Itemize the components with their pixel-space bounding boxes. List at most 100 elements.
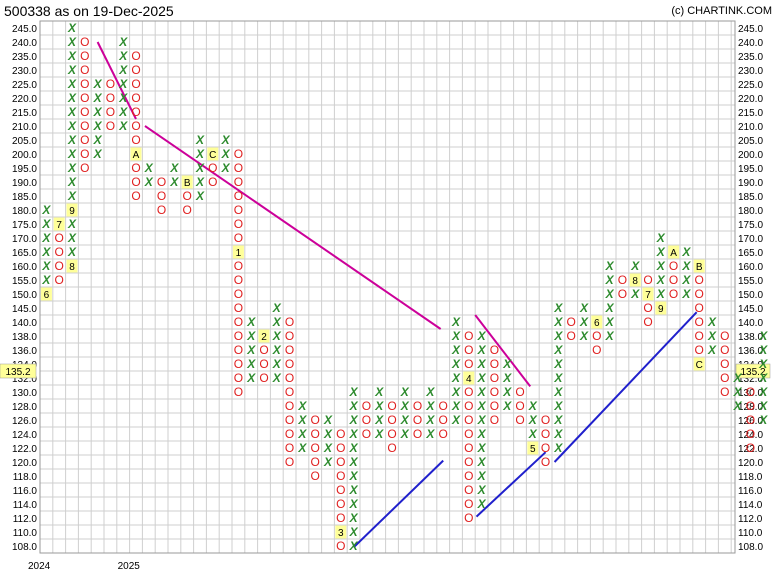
- y-tick-label-right: 245.0: [738, 24, 763, 35]
- x-box-mark: X: [477, 385, 487, 399]
- x-box-mark: X: [605, 259, 615, 273]
- y-tick-label-right: 130.0: [738, 388, 763, 399]
- month-marker-box: [693, 259, 705, 273]
- o-box-mark: O: [669, 259, 678, 273]
- y-tick-label-right: 160.0: [738, 262, 763, 273]
- o-box-mark: O: [720, 357, 729, 371]
- o-box-mark: O: [464, 399, 473, 413]
- x-box-mark: X: [195, 133, 205, 147]
- x-box-mark: X: [656, 259, 666, 273]
- o-box-mark: O: [131, 91, 140, 105]
- x-box-mark: X: [349, 385, 359, 399]
- o-box-mark: O: [106, 105, 115, 119]
- x-box-mark: X: [605, 273, 615, 287]
- last-price-box-right: [735, 363, 771, 379]
- x-box-mark: X: [41, 231, 51, 245]
- month-marker-box: [527, 441, 539, 455]
- month-marker-box: [66, 259, 78, 273]
- y-tick-label-left: 205.0: [12, 136, 37, 147]
- month-marker-box: [335, 525, 347, 539]
- x-box-mark: X: [67, 35, 77, 49]
- o-box-mark: O: [131, 175, 140, 189]
- o-box-mark: O: [80, 35, 89, 49]
- y-tick-label-left: 114.0: [13, 500, 38, 511]
- x-box-mark: X: [118, 63, 128, 77]
- o-box-mark: O: [336, 427, 345, 441]
- o-box-mark: O: [234, 371, 243, 385]
- o-box-mark: O: [746, 385, 755, 399]
- o-box-mark: O: [746, 441, 755, 455]
- x-box-mark: X: [707, 329, 717, 343]
- y-tick-label-right: 220.0: [738, 94, 763, 105]
- x-box-mark: X: [246, 343, 256, 357]
- x-box-mark: X: [349, 539, 359, 553]
- x-box-mark: X: [272, 343, 282, 357]
- x-box-mark: X: [451, 343, 461, 357]
- y-tick-label-right: 180.0: [738, 206, 763, 217]
- o-box-mark: O: [336, 511, 345, 525]
- o-box-mark: O: [234, 385, 243, 399]
- o-box-mark: O: [106, 119, 115, 133]
- month-marker-box: [642, 287, 654, 301]
- month-marker-box: [181, 175, 193, 189]
- o-box-mark: O: [362, 413, 371, 427]
- x-box-mark: X: [758, 357, 768, 371]
- o-box-mark: O: [387, 413, 396, 427]
- y-tick-label-left: 138.0: [12, 332, 37, 343]
- y-tick-label-right: 112.0: [738, 514, 763, 525]
- month-marker: 2: [261, 332, 267, 343]
- y-tick-label-left: 180.0: [12, 206, 37, 217]
- month-marker-box: [258, 329, 270, 343]
- o-box-mark: O: [490, 371, 499, 385]
- month-marker: 8: [69, 262, 75, 273]
- support-trendline: [553, 311, 698, 463]
- o-box-mark: O: [720, 371, 729, 385]
- x-box-mark: X: [93, 147, 103, 161]
- o-box-mark: O: [131, 189, 140, 203]
- o-box-mark: O: [234, 315, 243, 329]
- x-box-mark: X: [118, 91, 128, 105]
- x-box-mark: X: [502, 371, 512, 385]
- x-box-mark: X: [118, 49, 128, 63]
- o-box-mark: O: [336, 469, 345, 483]
- o-box-mark: O: [439, 427, 448, 441]
- o-box-mark: O: [157, 189, 166, 203]
- x-box-mark: X: [707, 343, 717, 357]
- o-box-mark: O: [80, 91, 89, 105]
- x-box-mark: X: [579, 315, 589, 329]
- x-box-mark: X: [528, 427, 538, 441]
- o-box-mark: O: [464, 511, 473, 525]
- x-box-mark: X: [656, 273, 666, 287]
- x-box-mark: X: [41, 273, 51, 287]
- x-box-mark: X: [349, 399, 359, 413]
- o-box-mark: O: [285, 455, 294, 469]
- x-box-mark: X: [118, 105, 128, 119]
- plot-border: [39, 20, 736, 554]
- o-box-mark: O: [464, 343, 473, 357]
- y-tick-label-right: 225.0: [738, 80, 763, 91]
- x-box-mark: X: [553, 301, 563, 315]
- y-tick-label-left: 116.0: [13, 486, 38, 497]
- y-tick-label-right: 114.0: [738, 500, 763, 511]
- x-box-mark: X: [323, 455, 333, 469]
- y-tick-label-left: 225.0: [12, 80, 37, 91]
- o-box-mark: O: [131, 105, 140, 119]
- x-box-mark: X: [67, 161, 77, 175]
- y-tick-label-left: 128.0: [12, 402, 37, 413]
- o-box-mark: O: [413, 427, 422, 441]
- o-box-mark: O: [311, 455, 320, 469]
- chart-title: 500338 as on 19-Dec-2025: [4, 3, 174, 19]
- o-box-mark: O: [208, 175, 217, 189]
- o-box-mark: O: [80, 133, 89, 147]
- x-box-mark: X: [272, 371, 282, 385]
- y-tick-label-right: 138.0: [738, 332, 763, 343]
- o-box-mark: O: [311, 441, 320, 455]
- x-box-mark: X: [758, 399, 768, 413]
- o-box-mark: O: [106, 77, 115, 91]
- month-marker-box: [232, 245, 244, 259]
- o-box-mark: O: [183, 203, 192, 217]
- x-box-mark: X: [528, 413, 538, 427]
- o-box-mark: O: [464, 385, 473, 399]
- o-box-mark: O: [695, 301, 704, 315]
- x-box-mark: X: [400, 399, 410, 413]
